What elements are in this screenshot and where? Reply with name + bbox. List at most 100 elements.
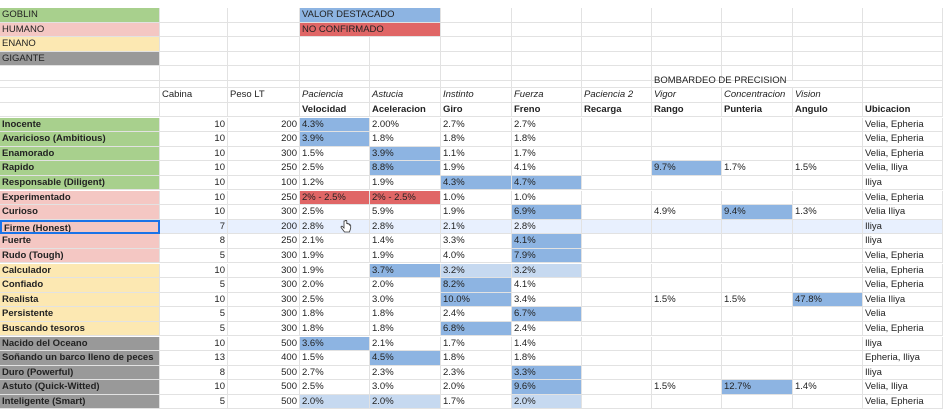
header-attr-3[interactable]: Paciencia bbox=[300, 88, 370, 103]
legend-goblin[interactable]: GOBLIN bbox=[0, 8, 160, 23]
stat-cell[interactable] bbox=[652, 321, 722, 337]
stat-cell[interactable] bbox=[582, 248, 652, 264]
legend-valor-destacado[interactable]: VALOR DESTACADO bbox=[300, 8, 441, 23]
stat-cell[interactable]: 1.9% bbox=[300, 263, 370, 279]
header-stat-6[interactable]: Freno bbox=[512, 102, 582, 118]
stat-cell[interactable]: 2.3% bbox=[370, 365, 441, 381]
stat-cell[interactable]: Velia, Epheria bbox=[863, 248, 943, 264]
stat-cell[interactable]: 10 bbox=[160, 117, 228, 133]
stat-cell[interactable]: 2.7% bbox=[300, 365, 370, 381]
cell[interactable] bbox=[512, 37, 582, 52]
stat-cell[interactable]: 1.8% bbox=[370, 132, 441, 147]
header-stat-4[interactable]: Aceleracion bbox=[370, 102, 441, 118]
stat-cell[interactable]: 4.1% bbox=[512, 278, 582, 293]
cell[interactable] bbox=[722, 51, 793, 67]
stat-cell[interactable]: Iliya bbox=[863, 234, 943, 249]
stat-cell[interactable]: 2.00% bbox=[370, 117, 441, 133]
cell[interactable] bbox=[863, 51, 943, 67]
group-header-bombardeo[interactable]: BOMBARDEO DE PRECISION bbox=[652, 73, 863, 89]
cell[interactable] bbox=[228, 22, 300, 38]
trait-name[interactable]: Firme (Honest) bbox=[0, 219, 160, 235]
trait-name[interactable]: Nacido del Oceano bbox=[0, 336, 160, 352]
cell[interactable] bbox=[652, 51, 722, 67]
stat-cell[interactable]: 2.8% bbox=[512, 219, 582, 235]
legend-no-confirmado[interactable]: NO CONFIRMADO bbox=[300, 22, 441, 38]
header-attr-11[interactable] bbox=[863, 88, 943, 103]
stat-cell[interactable]: 1.7% bbox=[441, 394, 512, 410]
stat-cell[interactable] bbox=[793, 365, 863, 381]
stat-cell[interactable]: 2.8% bbox=[370, 219, 441, 235]
stat-cell[interactable] bbox=[652, 351, 722, 366]
stat-cell[interactable] bbox=[793, 351, 863, 366]
stat-cell[interactable] bbox=[722, 248, 793, 264]
header-attr-4[interactable]: Astucia bbox=[370, 88, 441, 103]
stat-cell[interactable] bbox=[652, 117, 722, 133]
stat-cell[interactable]: 2.4% bbox=[441, 307, 512, 322]
stat-cell[interactable]: 1.5% bbox=[652, 292, 722, 308]
stat-cell[interactable]: 2.3% bbox=[441, 365, 512, 381]
stat-cell[interactable]: 10 bbox=[160, 336, 228, 352]
stat-cell[interactable]: 10 bbox=[160, 190, 228, 206]
stat-cell[interactable]: 250 bbox=[228, 161, 300, 176]
stat-cell[interactable]: 2.5% bbox=[300, 161, 370, 176]
cell[interactable] bbox=[228, 51, 300, 67]
stat-cell[interactable]: 2.0% bbox=[512, 394, 582, 410]
stat-cell[interactable] bbox=[582, 190, 652, 206]
stat-cell[interactable]: 1.4% bbox=[793, 380, 863, 395]
stat-cell[interactable]: 5 bbox=[160, 248, 228, 264]
trait-name[interactable]: Astuto (Quick-Witted) bbox=[0, 380, 160, 395]
stat-cell[interactable]: 4.3% bbox=[441, 175, 512, 191]
cell[interactable] bbox=[300, 73, 370, 89]
stat-cell[interactable]: 500 bbox=[228, 365, 300, 381]
stat-cell[interactable]: 12.7% bbox=[722, 380, 793, 395]
cell[interactable] bbox=[512, 22, 582, 38]
stat-cell[interactable]: 1.9% bbox=[370, 248, 441, 264]
header-attr-10[interactable]: Vision bbox=[793, 88, 863, 103]
stat-cell[interactable] bbox=[722, 234, 793, 249]
stat-cell[interactable]: 1.4% bbox=[370, 234, 441, 249]
header-attr-0[interactable] bbox=[0, 88, 160, 103]
stat-cell[interactable] bbox=[652, 132, 722, 147]
stat-cell[interactable]: 4.1% bbox=[512, 234, 582, 249]
stat-cell[interactable] bbox=[722, 336, 793, 352]
stat-cell[interactable]: 4.0% bbox=[441, 248, 512, 264]
stat-cell[interactable]: 3.3% bbox=[512, 365, 582, 381]
stat-cell[interactable] bbox=[722, 190, 793, 206]
stat-cell[interactable]: 2.5% bbox=[300, 292, 370, 308]
stat-cell[interactable]: Velia Iliya bbox=[863, 292, 943, 308]
stat-cell[interactable]: 1.5% bbox=[793, 161, 863, 176]
stat-cell[interactable] bbox=[582, 365, 652, 381]
trait-name[interactable]: Curioso bbox=[0, 205, 160, 220]
stat-cell[interactable] bbox=[793, 307, 863, 322]
legend-humano[interactable]: HUMANO bbox=[0, 22, 160, 38]
stat-cell[interactable]: 1.5% bbox=[722, 292, 793, 308]
stat-cell[interactable] bbox=[652, 248, 722, 264]
stat-cell[interactable]: Velia, Iliya bbox=[863, 380, 943, 395]
stat-cell[interactable]: 3.4% bbox=[512, 292, 582, 308]
cell[interactable] bbox=[512, 8, 582, 23]
stat-cell[interactable]: 6.9% bbox=[512, 205, 582, 220]
stat-cell[interactable]: 500 bbox=[228, 336, 300, 352]
stat-cell[interactable] bbox=[793, 336, 863, 352]
trait-name[interactable]: Rapido bbox=[0, 161, 160, 176]
stat-cell[interactable]: 200 bbox=[228, 117, 300, 133]
trait-name[interactable]: Inteligente (Smart) bbox=[0, 394, 160, 410]
stat-cell[interactable]: 1.9% bbox=[441, 161, 512, 176]
stat-cell[interactable]: 1.5% bbox=[652, 380, 722, 395]
header-stat-10[interactable]: Angulo bbox=[793, 102, 863, 118]
stat-cell[interactable]: 4.1% bbox=[512, 161, 582, 176]
stat-cell[interactable]: 1.9% bbox=[300, 248, 370, 264]
stat-cell[interactable]: 8.2% bbox=[441, 278, 512, 293]
stat-cell[interactable] bbox=[722, 394, 793, 410]
cell[interactable] bbox=[300, 51, 370, 67]
stat-cell[interactable]: 3.0% bbox=[370, 292, 441, 308]
cell[interactable] bbox=[512, 73, 582, 89]
stat-cell[interactable]: 3.9% bbox=[370, 146, 441, 162]
stat-cell[interactable]: 1.8% bbox=[441, 351, 512, 366]
stat-cell[interactable] bbox=[793, 321, 863, 337]
trait-name[interactable]: Realista bbox=[0, 292, 160, 308]
stat-cell[interactable]: 1.8% bbox=[370, 307, 441, 322]
stat-cell[interactable]: Velia, Epheria bbox=[863, 263, 943, 279]
cell[interactable] bbox=[582, 22, 652, 38]
cell[interactable] bbox=[160, 51, 228, 67]
